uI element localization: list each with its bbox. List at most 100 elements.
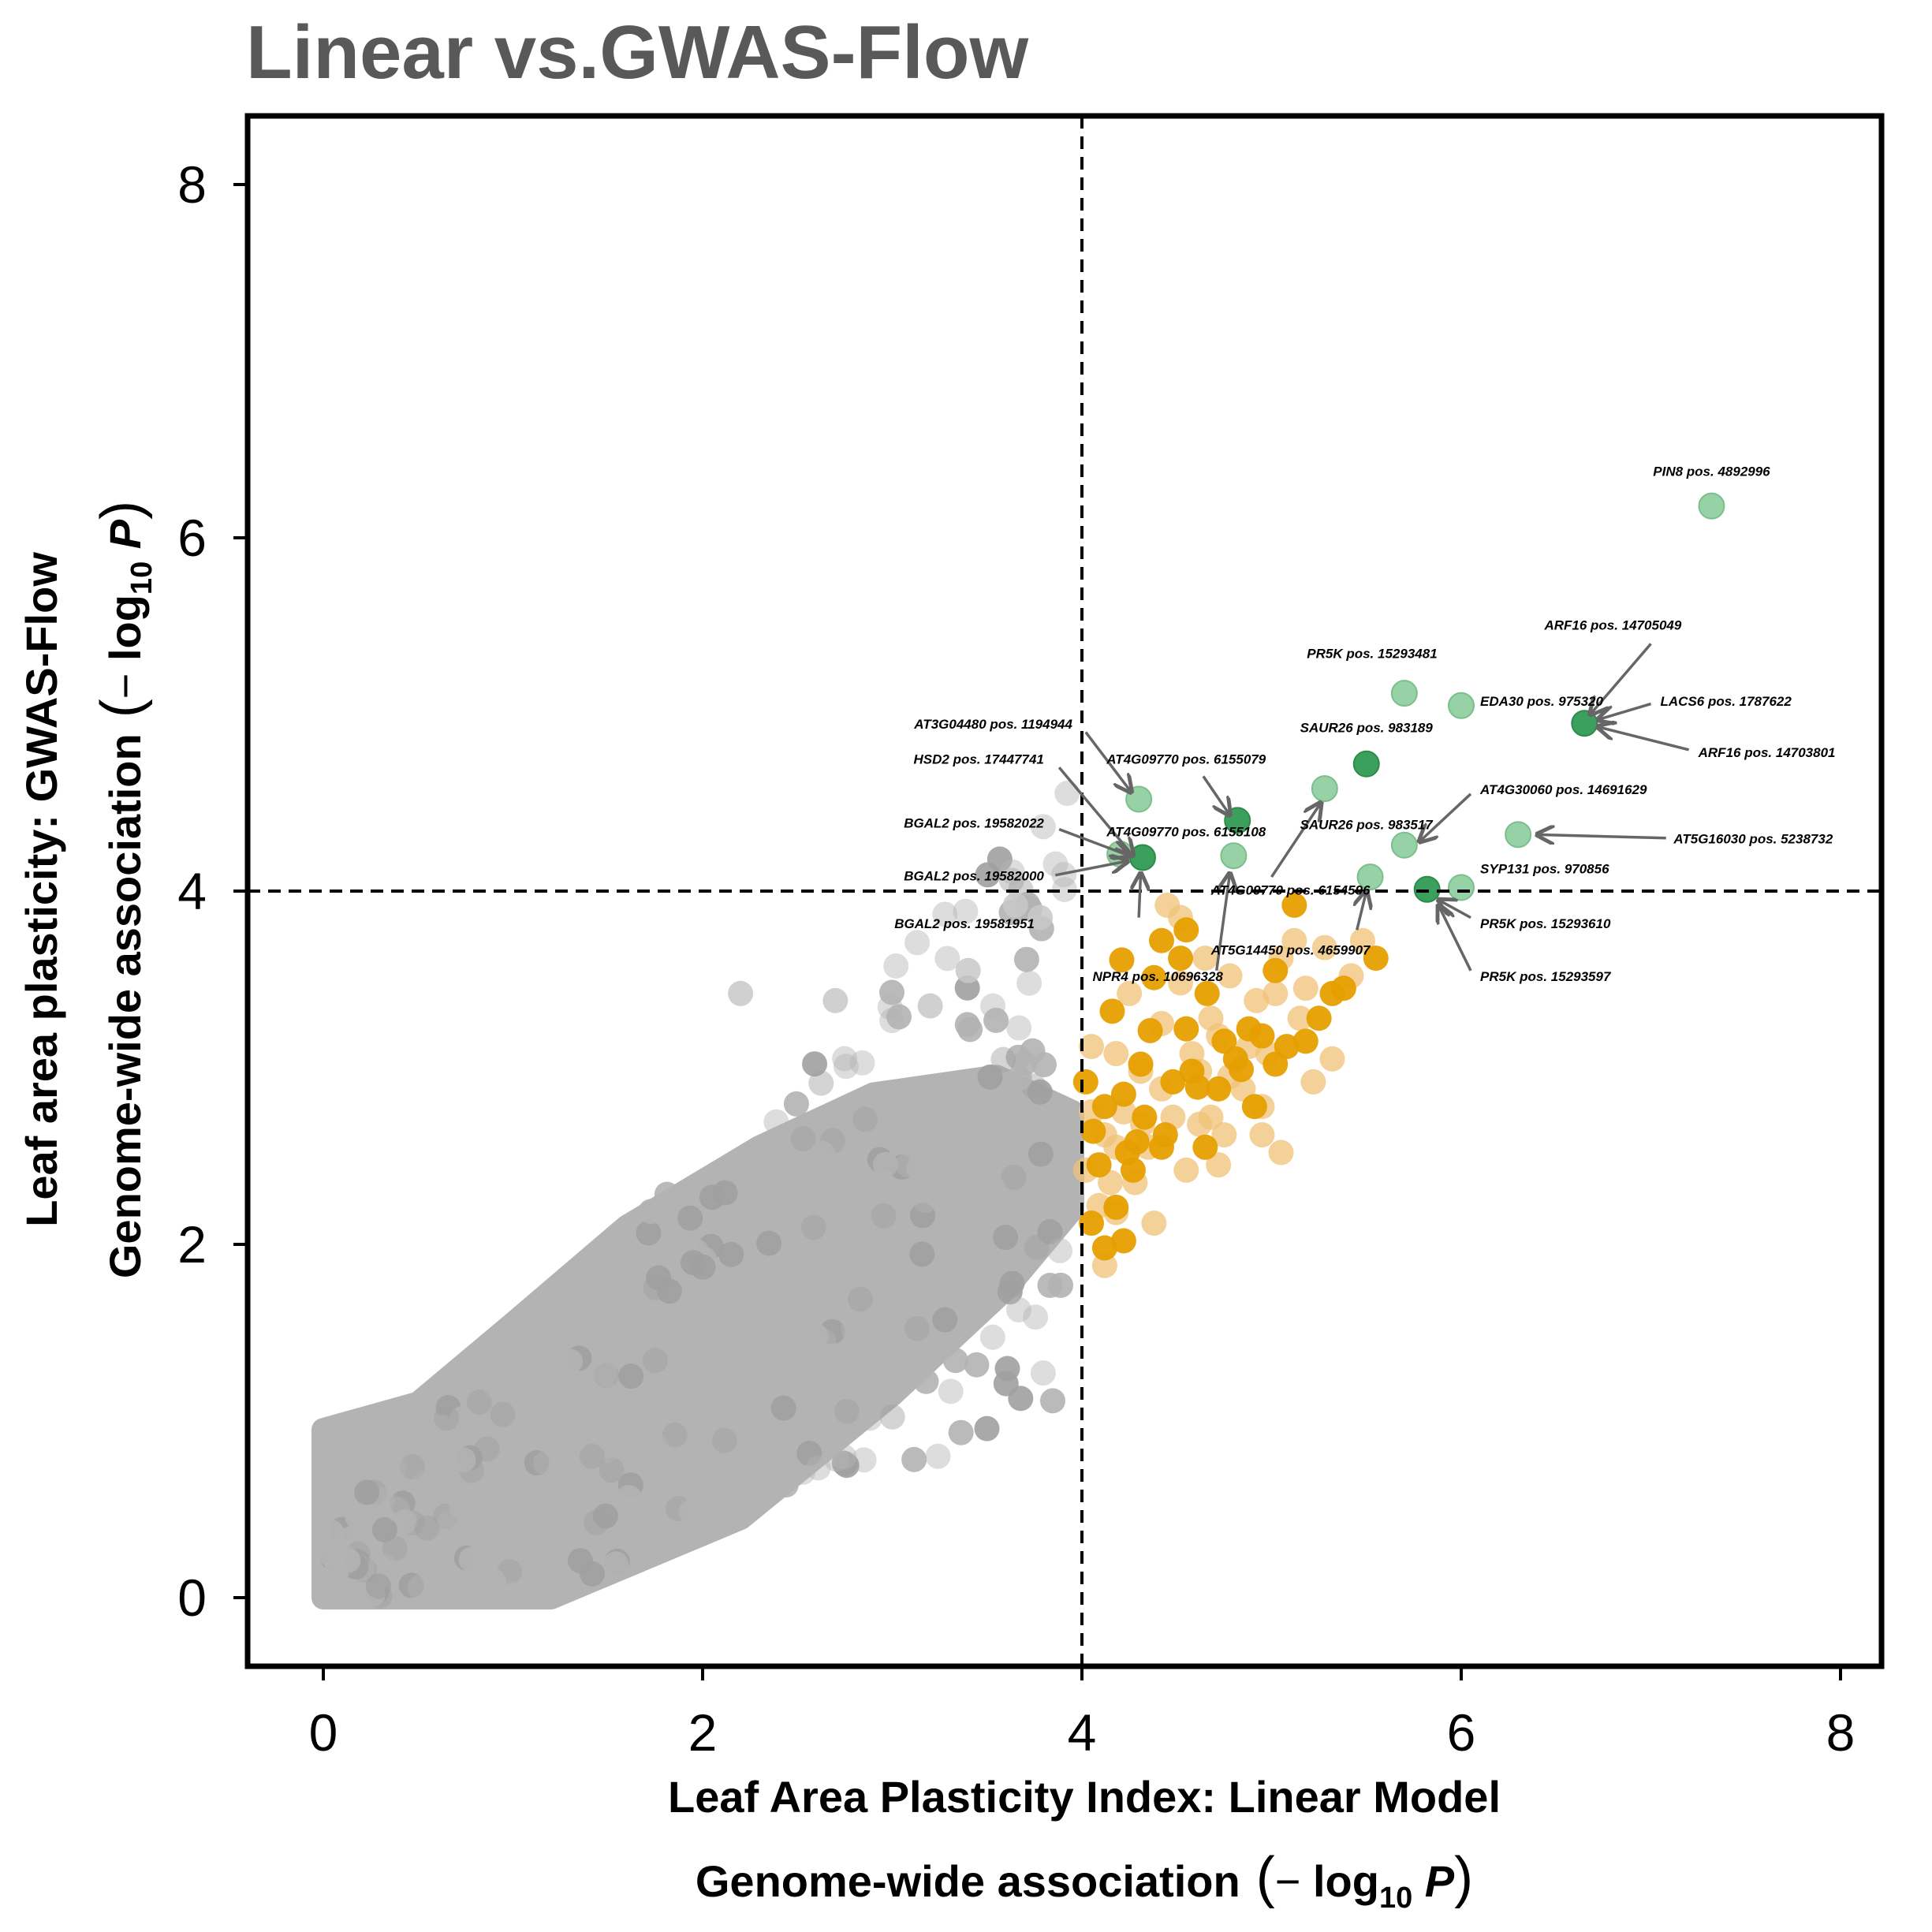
gray-point [630,1519,656,1545]
gray-point [780,1195,806,1221]
gray-point [981,1177,1007,1203]
gray-point [603,1551,629,1577]
annotation-arrow [1084,731,1132,792]
data-point [1173,917,1199,943]
gray-point [857,1405,883,1431]
x-axis-title-line2: Genome-wide association (− log10 P) [696,1846,1473,1915]
gray-point [513,1404,539,1430]
annotation-arrow [1591,643,1652,714]
data-point [1141,1210,1167,1236]
gray-point [953,898,979,924]
gray-point [849,1050,875,1076]
gray-point [831,1444,857,1470]
data-point [1571,710,1598,737]
annotation-label: PR5K pos. 15293610 [1480,916,1611,931]
data-point [1220,842,1248,870]
data-point [1268,1139,1294,1166]
annotation-label: BGAL2 pos. 19582022 [904,815,1044,830]
gray-point [909,1241,935,1267]
annotation-label: AT5G14450 pos. 4659907 [1210,943,1371,958]
annotation-label: ARF16 pos. 14705049 [1543,617,1681,632]
gray-point [1023,1304,1049,1330]
gray-point [1048,1146,1074,1172]
gray-point [1005,1297,1031,1323]
annotation-arrow [1357,891,1367,931]
gray-point [699,1292,725,1318]
gray-point [910,1203,936,1229]
gray-point [1037,1219,1063,1245]
annotation-arrow [1537,834,1666,837]
gray-point [677,1205,703,1231]
annotation-label: AT3G04480 pos. 1194944 [913,717,1072,732]
gray-point [591,1359,617,1386]
gray-point [934,945,960,972]
annotation-label: PIN8 pos. 4892996 [1653,464,1770,479]
data-point [1103,1041,1129,1067]
gray-point [802,1051,828,1077]
data-point [1124,1129,1150,1155]
data-point [1330,975,1356,1001]
data-point [1192,1134,1218,1160]
gray-point [640,1450,666,1476]
gray-point [793,1304,819,1330]
gray-point [480,1568,506,1594]
gray-point [429,1520,455,1546]
gray-point [621,1331,647,1357]
annotation-label: AT4G09770 pos. 6155108 [1106,825,1266,840]
gray-point [382,1456,408,1482]
gray-point [450,1447,476,1473]
gray-point [1051,876,1077,902]
data-point [1110,1228,1136,1254]
annotation-label: PR5K pos. 15293597 [1480,969,1612,984]
gray-point [822,1367,848,1393]
data-point [1137,1017,1163,1043]
gray-point [805,1455,831,1481]
gray-point [993,1225,1019,1251]
annotation-arrow [1058,827,1129,856]
gray-point [656,1392,682,1418]
gray-point [654,1397,680,1423]
gray-point [1013,946,1039,972]
gray-point [662,1422,688,1448]
gray-point [542,1484,568,1510]
gray-point [990,1103,1016,1129]
gray-point [854,1256,880,1282]
gray-point [599,1248,625,1274]
gray-point [725,1473,752,1499]
data-point [1281,892,1307,918]
annotation-arrow [1202,775,1230,815]
data-point [1263,957,1289,983]
data-point [1103,1194,1129,1220]
gray-point [1039,1388,1065,1414]
data-point [1363,945,1389,972]
gray-point [954,1012,980,1038]
gray-point [773,1472,799,1498]
gray-point [1037,1272,1063,1298]
gray-point [1030,1360,1056,1386]
gray-point [822,987,849,1013]
y-tick-label: 6 [177,509,207,567]
gray-point [976,1155,1002,1181]
data-point [1263,980,1289,1006]
gray-point [360,1581,386,1607]
gray-point [886,1004,912,1030]
gray-point [616,1484,642,1510]
data-point [1390,680,1418,707]
gray-point [779,1307,805,1333]
data-point [1110,1099,1136,1125]
gray-point [796,1440,822,1466]
gray-point [471,1470,497,1496]
gray-point [852,1345,878,1371]
gray-point [638,1199,664,1225]
gray-point [502,1432,528,1458]
gray-point [787,1285,813,1311]
gray-point [967,1209,993,1235]
data-point [1168,970,1194,996]
gray-point [636,1220,662,1246]
annotation-label: AT4G09770 pos. 6154596 [1210,882,1371,897]
gray-point [810,1140,836,1166]
gray-point [751,1419,777,1445]
annotation-label: ARF16 pos. 14703801 [1698,745,1836,760]
gray-point [904,1315,930,1341]
data-point [1241,1094,1267,1120]
